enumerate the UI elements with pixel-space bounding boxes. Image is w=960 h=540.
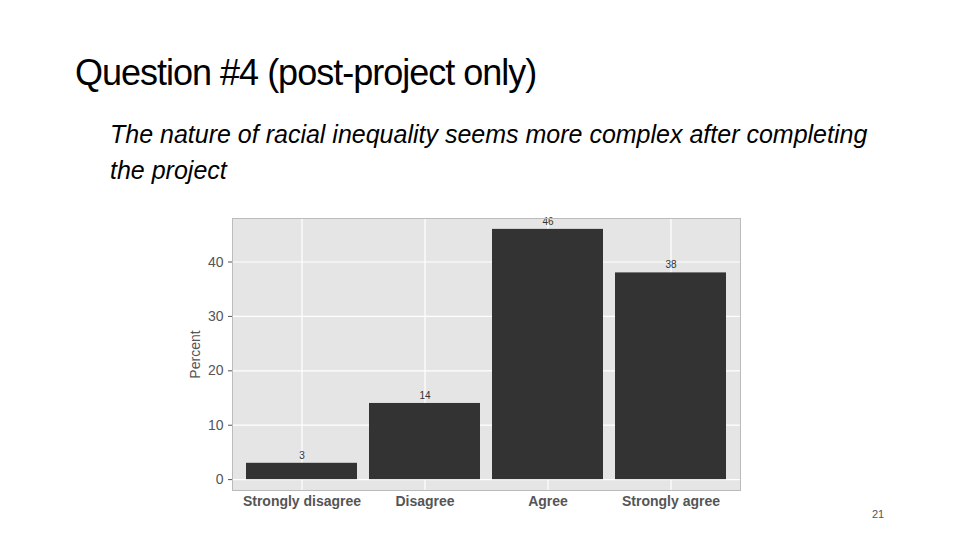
svg-text:3: 3 bbox=[299, 450, 305, 461]
svg-text:Strongly disagree: Strongly disagree bbox=[243, 493, 361, 509]
svg-text:Agree: Agree bbox=[528, 493, 568, 509]
svg-text:40: 40 bbox=[208, 254, 224, 270]
svg-text:46: 46 bbox=[542, 216, 554, 227]
svg-text:Strongly agree: Strongly agree bbox=[622, 493, 720, 509]
svg-text:30: 30 bbox=[208, 308, 224, 324]
svg-text:14: 14 bbox=[419, 390, 431, 401]
html-text:Question #4 (post-project only: Question #4 (post-project only) bbox=[75, 52, 537, 93]
html-text:The nature of racial inequalit: The nature of racial inequality seems mo… bbox=[110, 120, 868, 184]
svg-text:20: 20 bbox=[208, 362, 224, 378]
svg-text:38: 38 bbox=[665, 259, 677, 270]
svg-text:0: 0 bbox=[216, 471, 224, 487]
html-text:21: 21 bbox=[872, 508, 885, 520]
svg-text:Disagree: Disagree bbox=[395, 493, 454, 509]
svg-text:Percent: Percent bbox=[187, 330, 203, 378]
svg-text:10: 10 bbox=[208, 417, 224, 433]
